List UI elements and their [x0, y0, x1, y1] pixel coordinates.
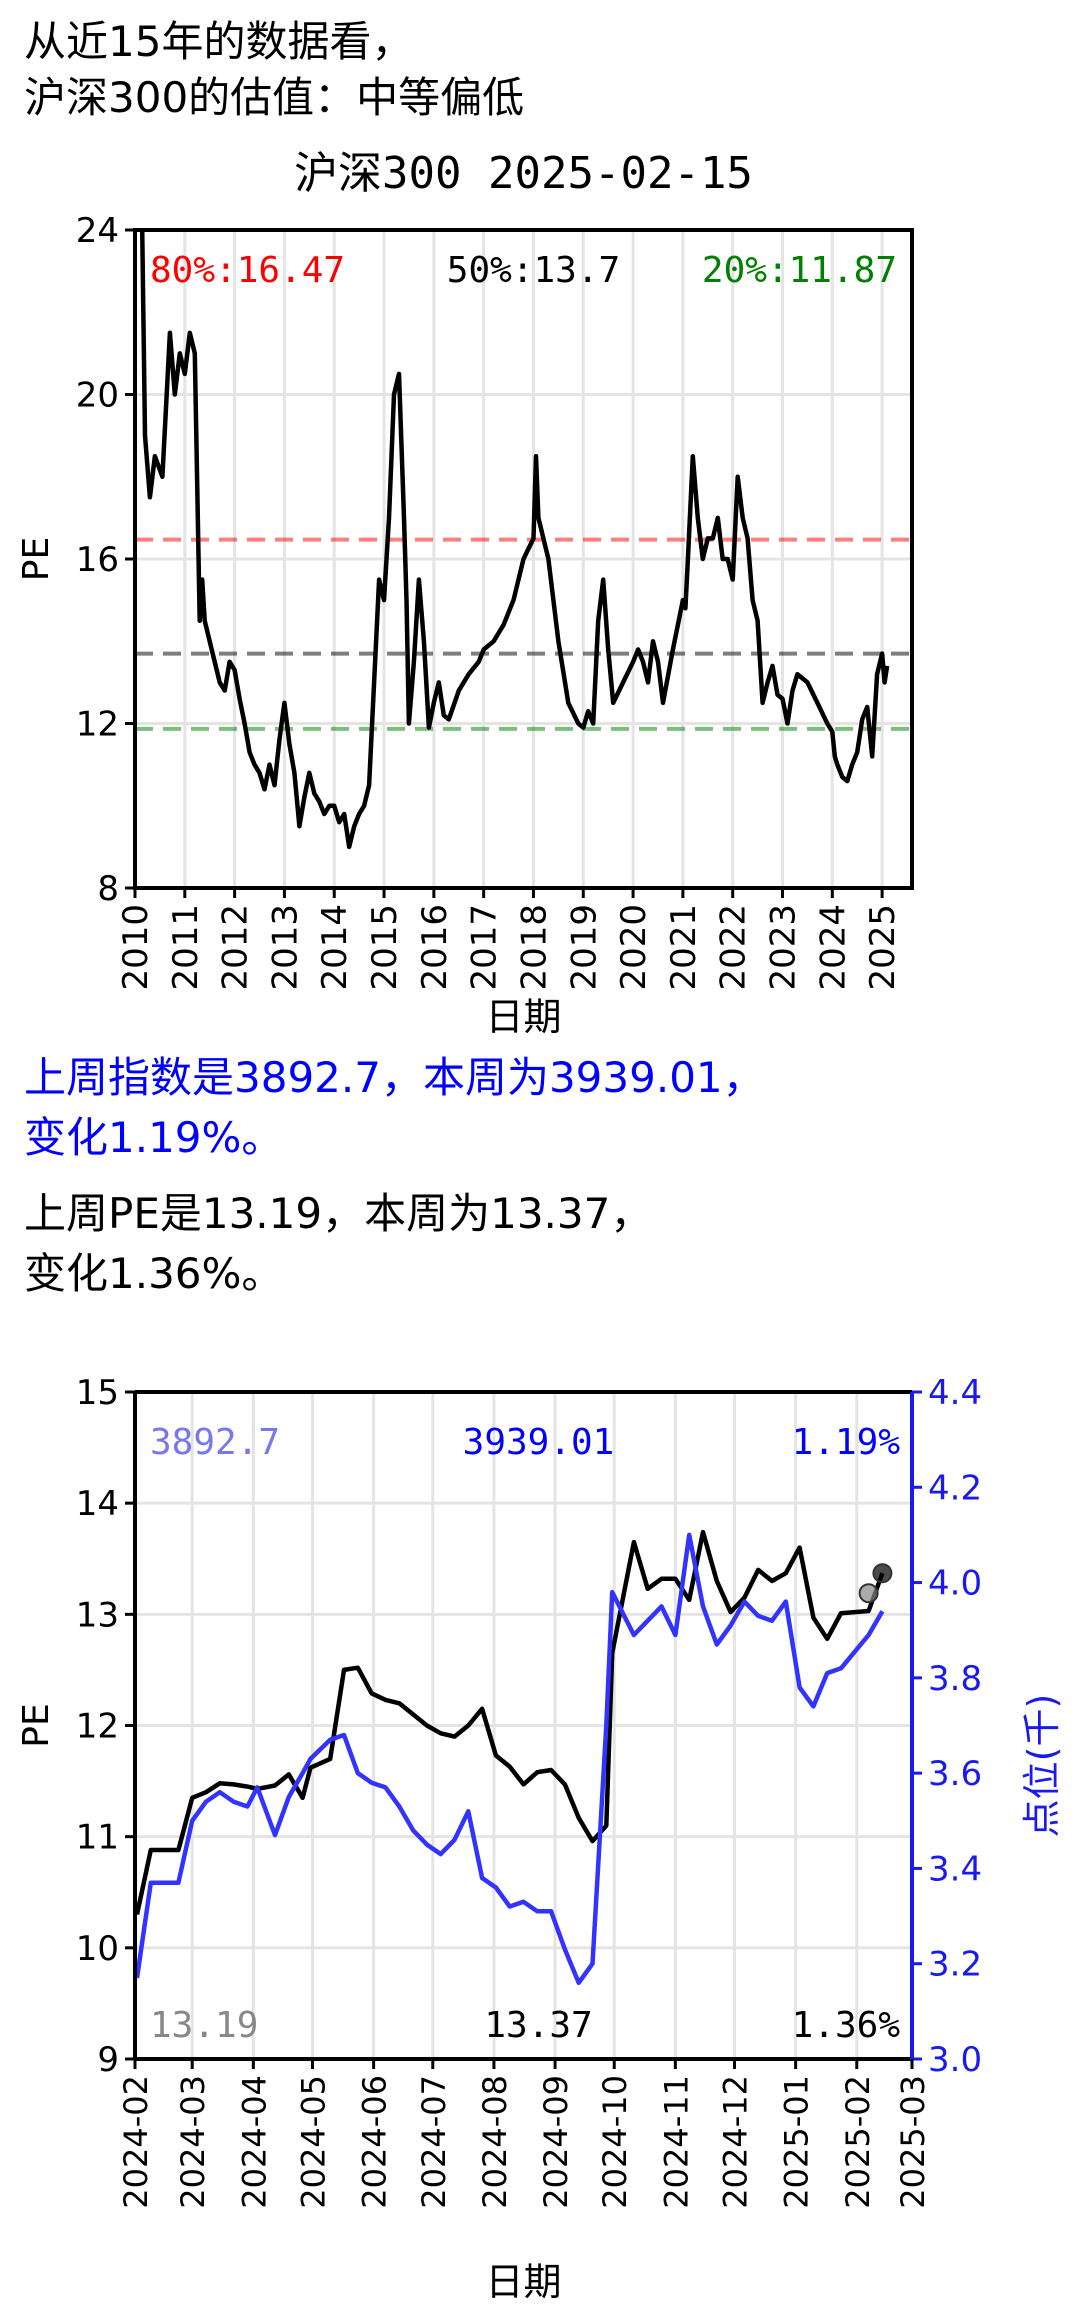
x-tick-label: 2012 [216, 904, 256, 991]
x-tick-label: 2025-03 [894, 2075, 932, 2209]
index-summary: 上周指数是3892.7，本周为3939.01， 变化1.19%。 [24, 1048, 765, 1168]
y-tick-label: 20 [76, 376, 119, 416]
chart-title: 沪深300 2025-02-15 [294, 148, 753, 199]
y-tick-label: 11 [76, 1818, 119, 1858]
pe-series-line [134, 1529, 885, 1915]
page-heading: 从近15年的数据看， 沪深300的估值：中等偏低 [24, 14, 524, 126]
pe-series-line [135, 230, 890, 850]
x-tick-label: 2010 [116, 904, 156, 991]
y-right-tick-label: 3.8 [928, 1659, 982, 1699]
x-tick-label: 2024 [813, 904, 853, 991]
y-right-tick-label: 3.6 [928, 1754, 982, 1794]
index-summary-line-2: 变化1.19%。 [24, 1113, 284, 1162]
x-tick-label: 2025 [863, 904, 903, 991]
y-axis-label: PE [16, 537, 57, 581]
y-tick-label: 14 [76, 1484, 119, 1524]
x-tick-label: 2015 [365, 904, 405, 991]
heading-line-2: 沪深300的估值：中等偏低 [24, 73, 525, 122]
heading-line-1: 从近15年的数据看， [24, 17, 414, 66]
x-tick-label: 2024-06 [356, 2075, 394, 2209]
x-tick-label: 2023 [764, 904, 804, 991]
x-tick-label: 2021 [664, 904, 704, 991]
pe-point-marker [872, 1563, 893, 1584]
x-tick-label: 2017 [465, 904, 505, 991]
y-tick-label: 12 [76, 1707, 119, 1747]
x-tick-label: 2019 [564, 904, 604, 991]
x-tick-label: 2024-11 [657, 2075, 695, 2209]
y-tick-label: 16 [76, 540, 119, 580]
x-tick-label: 2024-12 [717, 2075, 755, 2209]
x-tick-label: 2011 [166, 904, 206, 991]
y-right-axis-label: 点位(千) [1020, 1694, 1064, 1838]
y-tick-label: 8 [97, 869, 119, 909]
x-tick-label: 2024-02 [117, 2075, 155, 2209]
pe-summary-line-2: 变化1.36%。 [24, 1249, 284, 1298]
reference-label: 50%:13.7 [447, 250, 620, 291]
x-tick-label: 2016 [415, 904, 455, 991]
x-tick-label: 2020 [614, 904, 654, 991]
y-right-tick-label: 3.4 [928, 1849, 982, 1889]
y-tick-label: 15 [76, 1373, 119, 1413]
x-tick-label: 2014 [315, 904, 355, 991]
x-tick-label: 2022 [714, 904, 754, 991]
last-week-index-label: 3892.7 [150, 1422, 280, 1463]
x-tick-label: 2024-04 [235, 2075, 273, 2209]
pe-history-chart: 沪深300 2025-02-15 80%:16.47 50%:13.7 20%:11.… [16, 148, 914, 1039]
last-week-pe-label: 13.19 [150, 2005, 258, 2046]
x-tick-label: 2013 [265, 904, 305, 991]
x-tick-label: 2024-03 [174, 2075, 212, 2209]
weekly-pe-index-chart: 3892.7 3939.01 1.19% 13.19 13.37 1.36% 9 10 11 12… [16, 1373, 1064, 2304]
pe-point-marker [858, 1583, 879, 1604]
x-tick-label: 2024-05 [294, 2075, 332, 2209]
y-tick-label: 9 [97, 2040, 119, 2080]
y-tick-label: 12 [76, 705, 119, 745]
x-tick-label: 2024-08 [476, 2075, 514, 2209]
x-axis-label: 日期 [485, 995, 561, 1039]
index-summary-line-1: 上周指数是3892.7，本周为3939.01， [24, 1053, 765, 1102]
y-right-tick-label: 3.0 [928, 2040, 982, 2080]
y-tick-label: 10 [76, 1929, 119, 1969]
index-series-line [134, 1532, 885, 1986]
x-tick-label: 2025-01 [778, 2075, 816, 2209]
y-axis-label: PE [16, 1703, 57, 1747]
y-right-tick-label: 4.2 [928, 1468, 982, 1508]
reference-label: 80%:16.47 [150, 250, 345, 291]
this-week-index-label: 3939.01 [463, 1422, 615, 1463]
index-change-label: 1.19% [792, 1422, 901, 1463]
x-tick-label: 2025-02 [839, 2075, 877, 2209]
pe-change-label: 1.36% [792, 2005, 901, 2046]
y-right-tick-label: 3.2 [928, 1945, 982, 1985]
x-tick-label: 2024-07 [415, 2075, 453, 2209]
y-tick-label: 24 [76, 211, 119, 251]
y-right-tick-label: 4.0 [928, 1564, 982, 1604]
this-week-pe-label: 13.37 [484, 2005, 592, 2046]
y-tick-label: 13 [76, 1595, 119, 1635]
reference-label: 20%:11.87 [702, 250, 897, 291]
x-tick-label: 2018 [514, 904, 554, 991]
x-tick-label: 2024-09 [537, 2075, 575, 2209]
pe-summary: 上周PE是13.19，本周为13.37， 变化1.36%。 [24, 1184, 652, 1304]
x-axis-label: 日期 [485, 2260, 561, 2304]
y-right-tick-label: 4.4 [928, 1373, 982, 1413]
x-tick-label: 2024-10 [596, 2075, 634, 2209]
pe-summary-line-1: 上周PE是13.19，本周为13.37， [24, 1189, 653, 1238]
